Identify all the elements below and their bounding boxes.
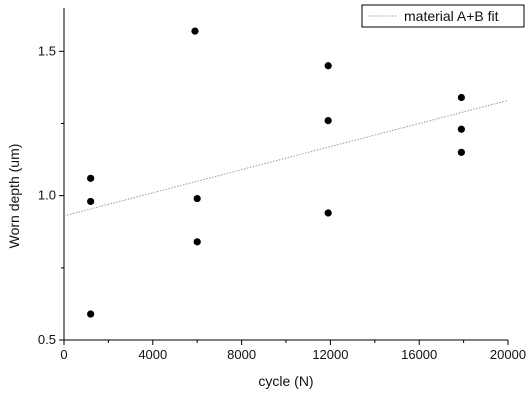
y-tick-label: 1.0 [38,188,56,203]
data-point [457,125,465,133]
fit-line [63,99,509,217]
data-point [87,174,95,182]
data-points [87,27,465,318]
axes [63,8,508,341]
data-point [457,93,465,102]
data-point [193,194,201,203]
data-point [191,27,199,35]
data-point [324,116,332,125]
x-tick-label: 0 [60,347,67,362]
legend-label: material A+B fit [404,8,499,24]
data-point [457,148,465,156]
data-point [324,62,332,70]
y-tick-label: 0.5 [38,332,56,347]
x-tick-label: 12000 [312,347,348,362]
data-point [324,209,332,217]
fit-line-group [63,99,509,217]
x-tick-label: 16000 [401,347,437,362]
y-tick-label: 1.5 [38,43,56,58]
x-tick-label: 20000 [490,347,526,362]
data-point [87,310,95,318]
data-point [193,238,201,246]
x-tick-label: 8000 [227,347,256,362]
legend-box [361,4,525,28]
y-axis-title: Worn depth (um) [6,144,22,249]
ticks: 0 4000 8000 12000 16000 20000 0.5 1.0 1.5 [38,43,526,362]
x-tick-label: 4000 [138,347,167,362]
x-axis-title: cycle (N) [258,373,313,389]
legend: material A+B fit [361,4,525,28]
data-point [87,197,95,206]
